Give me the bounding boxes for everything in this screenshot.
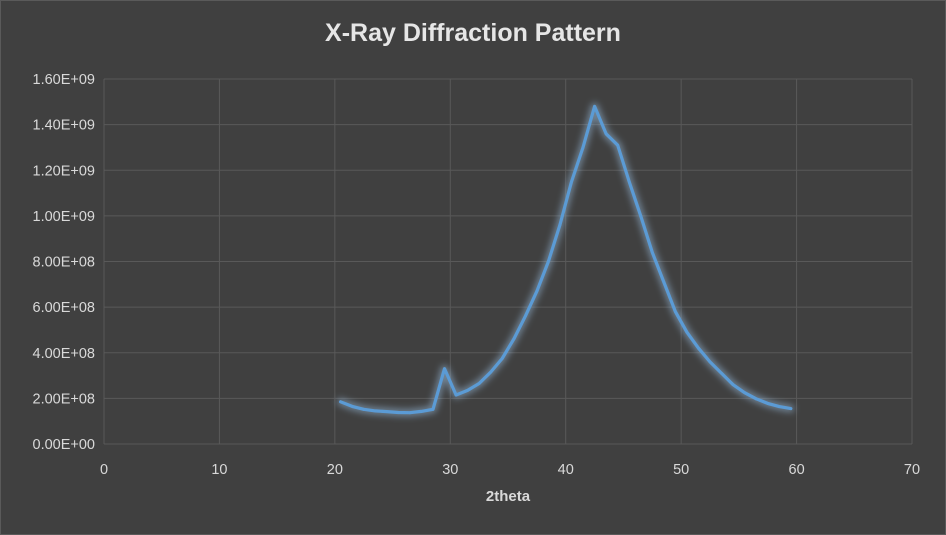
y-tick-label: 1.20E+09 — [33, 163, 96, 179]
y-tick-label: 1.40E+09 — [33, 118, 96, 134]
data-point — [350, 404, 354, 408]
data-point — [697, 346, 700, 350]
data-point — [743, 391, 747, 395]
x-tick-label: 40 — [558, 462, 574, 478]
data-point — [604, 132, 608, 136]
data-point — [720, 371, 723, 375]
data-point — [593, 104, 596, 108]
data-point — [362, 407, 366, 411]
data-point — [650, 250, 654, 254]
data-point — [639, 214, 643, 218]
y-tick-label: 2.00E+08 — [33, 391, 96, 407]
data-point — [662, 280, 666, 284]
data-point — [616, 143, 620, 147]
data-point — [512, 337, 516, 341]
data-point — [443, 367, 446, 371]
data-point — [547, 260, 550, 263]
chart-title: X-Ray Diffraction Pattern — [325, 19, 621, 47]
x-tick-label: 60 — [789, 462, 805, 478]
data-point — [627, 180, 631, 184]
y-tick-label: 8.00E+08 — [33, 255, 96, 271]
data-point — [373, 409, 377, 413]
data-point — [396, 411, 400, 414]
x-tick-label: 20 — [327, 462, 343, 478]
y-tick-label: 4.00E+08 — [33, 346, 96, 362]
x-tick-label: 70 — [904, 462, 920, 478]
data-point — [581, 146, 585, 149]
data-point — [708, 360, 712, 364]
data-point — [420, 409, 423, 413]
x-tick-label: 50 — [673, 462, 689, 478]
data-point — [339, 400, 343, 404]
data-point — [673, 310, 677, 314]
series-line — [339, 104, 793, 415]
x-axis-title: 2theta — [485, 488, 531, 505]
data-point — [466, 388, 469, 392]
y-tick-label: 6.00E+08 — [33, 300, 96, 316]
data-point — [477, 382, 481, 385]
data-point — [454, 393, 458, 397]
data-point — [535, 289, 539, 293]
data-point — [731, 383, 735, 387]
data-point — [431, 407, 435, 411]
data-point — [754, 397, 758, 401]
data-point — [489, 370, 493, 374]
y-tick-label: 1.00E+09 — [33, 209, 96, 225]
y-tick-label: 0.00E+00 — [33, 437, 96, 453]
data-point — [558, 223, 562, 227]
data-point — [685, 330, 689, 334]
data-point — [570, 180, 573, 184]
data-point — [500, 357, 504, 360]
data-point — [777, 405, 781, 408]
x-tick-label: 0 — [100, 462, 108, 478]
y-tick-label: 1.60E+09 — [33, 72, 96, 88]
x-tick-label: 30 — [442, 462, 458, 478]
x-tick-label: 10 — [211, 462, 227, 478]
data-point — [523, 314, 527, 318]
data-point — [408, 411, 412, 415]
data-point — [385, 410, 389, 414]
data-point — [766, 401, 770, 405]
data-point — [789, 407, 793, 411]
